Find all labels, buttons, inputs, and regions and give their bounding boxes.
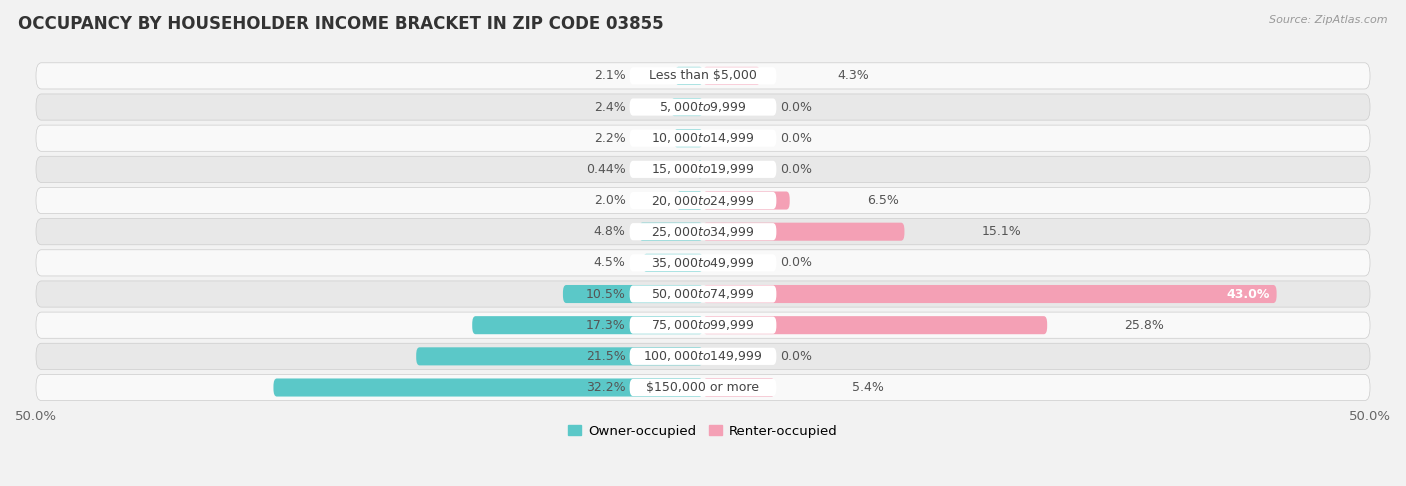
Text: 0.0%: 0.0% — [780, 163, 813, 176]
Text: 4.5%: 4.5% — [593, 256, 626, 269]
FancyBboxPatch shape — [703, 379, 775, 397]
Text: 4.3%: 4.3% — [838, 69, 869, 83]
Text: Source: ZipAtlas.com: Source: ZipAtlas.com — [1270, 15, 1388, 25]
Text: 0.0%: 0.0% — [780, 256, 813, 269]
FancyBboxPatch shape — [703, 191, 790, 209]
Text: 5.4%: 5.4% — [852, 381, 884, 394]
Text: 32.2%: 32.2% — [586, 381, 626, 394]
Text: 2.2%: 2.2% — [593, 132, 626, 145]
FancyBboxPatch shape — [416, 347, 703, 365]
Text: OCCUPANCY BY HOUSEHOLDER INCOME BRACKET IN ZIP CODE 03855: OCCUPANCY BY HOUSEHOLDER INCOME BRACKET … — [18, 15, 664, 33]
Text: $75,000 to $99,999: $75,000 to $99,999 — [651, 318, 755, 332]
FancyBboxPatch shape — [37, 250, 1369, 276]
Text: 0.0%: 0.0% — [780, 132, 813, 145]
FancyBboxPatch shape — [630, 223, 776, 240]
Text: 15.1%: 15.1% — [981, 225, 1022, 238]
FancyBboxPatch shape — [676, 191, 703, 209]
Text: $50,000 to $74,999: $50,000 to $74,999 — [651, 287, 755, 301]
Text: 43.0%: 43.0% — [1226, 288, 1270, 300]
FancyBboxPatch shape — [37, 281, 1369, 307]
Text: 6.5%: 6.5% — [868, 194, 898, 207]
Legend: Owner-occupied, Renter-occupied: Owner-occupied, Renter-occupied — [562, 419, 844, 443]
Text: $25,000 to $34,999: $25,000 to $34,999 — [651, 225, 755, 239]
FancyBboxPatch shape — [630, 379, 776, 396]
FancyBboxPatch shape — [630, 67, 776, 85]
Text: $5,000 to $9,999: $5,000 to $9,999 — [659, 100, 747, 114]
FancyBboxPatch shape — [37, 125, 1369, 151]
Text: $20,000 to $24,999: $20,000 to $24,999 — [651, 193, 755, 208]
Text: 10.5%: 10.5% — [586, 288, 626, 300]
FancyBboxPatch shape — [703, 285, 1277, 303]
FancyBboxPatch shape — [703, 316, 1047, 334]
Text: 2.4%: 2.4% — [593, 101, 626, 114]
FancyBboxPatch shape — [630, 130, 776, 147]
Text: $100,000 to $149,999: $100,000 to $149,999 — [644, 349, 762, 364]
FancyBboxPatch shape — [37, 219, 1369, 245]
Text: 0.0%: 0.0% — [780, 101, 813, 114]
Text: 17.3%: 17.3% — [586, 319, 626, 331]
Text: 25.8%: 25.8% — [1125, 319, 1164, 331]
FancyBboxPatch shape — [638, 223, 703, 241]
Text: 2.1%: 2.1% — [593, 69, 626, 83]
FancyBboxPatch shape — [562, 285, 703, 303]
Text: 0.44%: 0.44% — [586, 163, 626, 176]
Text: $15,000 to $19,999: $15,000 to $19,999 — [651, 162, 755, 176]
FancyBboxPatch shape — [671, 98, 703, 116]
FancyBboxPatch shape — [37, 63, 1369, 89]
Text: 4.8%: 4.8% — [593, 225, 626, 238]
FancyBboxPatch shape — [630, 99, 776, 116]
FancyBboxPatch shape — [37, 188, 1369, 214]
FancyBboxPatch shape — [630, 285, 776, 303]
Text: Less than $5,000: Less than $5,000 — [650, 69, 756, 83]
FancyBboxPatch shape — [630, 254, 776, 272]
Text: 21.5%: 21.5% — [586, 350, 626, 363]
FancyBboxPatch shape — [630, 161, 776, 178]
FancyBboxPatch shape — [675, 67, 703, 85]
FancyBboxPatch shape — [37, 156, 1369, 182]
FancyBboxPatch shape — [630, 192, 776, 209]
FancyBboxPatch shape — [37, 312, 1369, 338]
FancyBboxPatch shape — [472, 316, 703, 334]
FancyBboxPatch shape — [703, 67, 761, 85]
Text: 2.0%: 2.0% — [593, 194, 626, 207]
FancyBboxPatch shape — [37, 343, 1369, 369]
FancyBboxPatch shape — [630, 316, 776, 334]
FancyBboxPatch shape — [37, 94, 1369, 120]
FancyBboxPatch shape — [673, 129, 703, 147]
FancyBboxPatch shape — [703, 223, 904, 241]
Text: 0.0%: 0.0% — [780, 350, 813, 363]
Text: $35,000 to $49,999: $35,000 to $49,999 — [651, 256, 755, 270]
Text: $150,000 or more: $150,000 or more — [647, 381, 759, 394]
FancyBboxPatch shape — [37, 374, 1369, 400]
FancyBboxPatch shape — [643, 254, 703, 272]
FancyBboxPatch shape — [273, 379, 703, 397]
FancyBboxPatch shape — [630, 348, 776, 365]
FancyBboxPatch shape — [697, 160, 703, 178]
Text: $10,000 to $14,999: $10,000 to $14,999 — [651, 131, 755, 145]
